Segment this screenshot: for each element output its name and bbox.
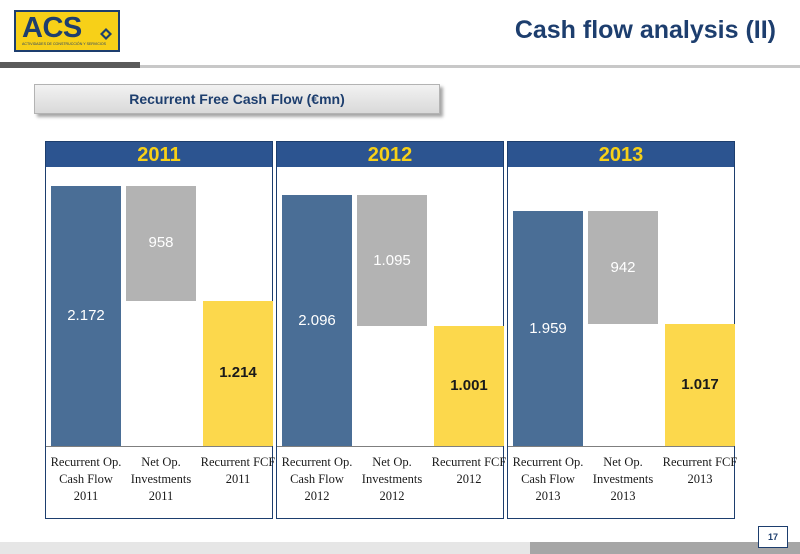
panel-2012: 2012 2.096 Recurrent Op. Cash Flow 2012 1.…	[276, 141, 507, 519]
bar-net-investments	[357, 195, 427, 327]
axis-line	[277, 446, 503, 447]
panel-header: 2013	[508, 142, 734, 167]
data-label: 1.095	[373, 251, 411, 269]
bar-recurrent-fcf	[434, 326, 504, 446]
cat-recurrent-fcf: Recurrent FCF 2013	[662, 455, 738, 486]
footer-band-dark	[530, 542, 800, 554]
panel-header: 2011	[46, 142, 272, 167]
logo-text: ACS	[22, 12, 82, 44]
bar-recurrent-fcf	[203, 300, 273, 446]
bar-op-cash-flow	[513, 211, 583, 446]
cat-recurrent-fcf: Recurrent FCF 2012	[431, 455, 507, 486]
header-rule-light	[140, 65, 800, 68]
cat-net-investments: Net Op. Investments 2011	[130, 455, 192, 503]
data-label: 942	[610, 258, 636, 276]
panel-year: 2011	[137, 144, 181, 166]
panel-2013: 2013 1.959 Recurrent Op. Cash Flow 2013 94…	[507, 141, 738, 519]
bar-net-investments	[588, 211, 658, 325]
cat-op-cash-flow: Recurrent Op. Cash Flow 2012	[281, 455, 353, 503]
data-label: 958	[148, 234, 174, 252]
axis-line	[46, 446, 272, 447]
page-title: Cash flow analysis (II)	[514, 16, 776, 44]
bar-net-investments	[126, 186, 196, 301]
cat-op-cash-flow: Recurrent Op. Cash Flow 2011	[50, 455, 122, 503]
data-label: 1.001	[450, 377, 488, 395]
axis-line	[508, 446, 734, 447]
chart-subtitle: Recurrent Free Cash Flow (€mn)	[34, 84, 440, 114]
cat-recurrent-fcf: Recurrent FCF 2011	[200, 455, 276, 486]
data-label: 1.017	[681, 376, 719, 394]
bar-recurrent-fcf	[665, 324, 735, 446]
footer-band-light	[0, 542, 530, 554]
acs-logo: ACS ACTIVIDADES DE CONSTRUCCIÓN Y SERVIC…	[14, 10, 120, 52]
cat-net-investments: Net Op. Investments 2013	[592, 455, 654, 503]
bar-op-cash-flow	[51, 186, 121, 446]
page-number: 17	[758, 526, 788, 548]
logo-diamond-icon	[100, 28, 112, 40]
bar-op-cash-flow	[282, 195, 352, 446]
cat-net-investments: Net Op. Investments 2012	[361, 455, 423, 503]
logo-subtext: ACTIVIDADES DE CONSTRUCCIÓN Y SERVICIOS	[22, 42, 107, 46]
data-label: 2.172	[67, 307, 105, 324]
panel-header: 2012	[277, 142, 503, 167]
header-rule-dark	[0, 62, 140, 68]
cat-op-cash-flow: Recurrent Op. Cash Flow 2013	[512, 455, 584, 503]
data-label: 1.959	[529, 319, 567, 337]
panel-2011: 2011 2.172 Recurrent Op. Cash Flow 2011 95…	[45, 141, 276, 519]
panel-year: 2012	[367, 144, 413, 166]
panel-year: 2013	[598, 144, 644, 166]
data-label: 1.214	[219, 364, 257, 382]
data-label: 2.096	[298, 311, 336, 329]
